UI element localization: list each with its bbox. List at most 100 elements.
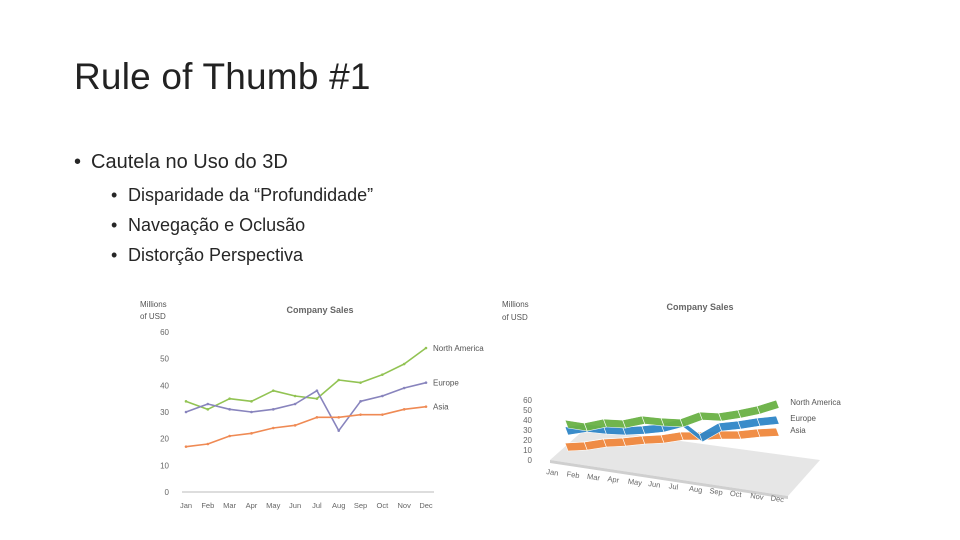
chart-2d-point-europe: [424, 381, 428, 384]
chart-2d-legend-europe: Europe: [433, 379, 459, 388]
chart-2d-ylabel-line-1: Millions: [140, 300, 167, 309]
chart-3d-ytick-label: 30: [523, 426, 532, 435]
chart-3d-ribbon-asia: [641, 434, 665, 445]
chart-2d-point-asia: [206, 442, 210, 446]
chart-2d-ytick-label: 30: [160, 408, 169, 417]
chart-3d-ribbon-asia: [602, 437, 627, 448]
chart-2d-xtick-label: Nov: [398, 501, 412, 510]
chart-2d-point-europe: [206, 402, 210, 406]
chart-2d-point-europe: [402, 386, 406, 390]
chart-3d-xtick-label: Feb: [566, 469, 580, 480]
chart-2d-point-asia: [293, 424, 297, 427]
chart-2d-point-asia: [184, 445, 188, 448]
sub-bullet-perspective: Distorção Perspectiva: [74, 240, 594, 270]
chart-3d-ribbon-north-america: [698, 411, 723, 422]
bullet-list: Cautela no Uso do 3D Disparidade da “Pro…: [74, 148, 594, 270]
chart-2d-point-asia: [315, 416, 319, 419]
chart-3d-ytick-label: 40: [523, 416, 532, 425]
chart-2d-xtick-label: May: [266, 501, 280, 510]
sub-bullet-navigation: Navegação e Oclusão: [74, 210, 594, 240]
slide-title: Rule of Thumb #1: [74, 56, 371, 97]
chart-2d-point-europe: [184, 410, 188, 414]
chart-2d-point-europe: [381, 394, 384, 398]
chart-2d-point-north-america: [402, 362, 406, 366]
chart-2d-point-north-america: [359, 381, 362, 384]
chart-2d-point-north-america: [293, 394, 297, 398]
chart-2d-point-europe: [250, 410, 253, 414]
chart-2d-point-north-america: [381, 373, 384, 376]
chart-2d-ytick-label: 10: [160, 461, 169, 470]
chart-3d-ribbon-asia: [718, 430, 742, 440]
sub-bullet-depth: Disparidade da “Profundidade”: [74, 180, 594, 210]
chart-2d-series-asia: [185, 405, 427, 448]
chart-3d-ribbon-north-america: [718, 409, 742, 422]
chart-2d-point-north-america: [337, 378, 341, 382]
chart-2d-ytick-label: 0: [165, 488, 170, 497]
chart-2d-point-europe: [359, 400, 362, 403]
chart-3d-ribbon-asia: [756, 427, 780, 438]
chart-2d-point-europe: [293, 402, 297, 406]
chart-3d-ribbon-asia: [564, 441, 588, 452]
chart-3d-xtick-label: Jan: [546, 467, 559, 478]
chart-3d-xtick-label: Oct: [729, 489, 743, 500]
chart-3d-ribbon-edge-north-america: [564, 399, 777, 424]
chart-2d-point-europe: [315, 389, 319, 392]
chart-3d-ylabel-line-2: of USD: [502, 313, 528, 322]
chart-2d-ytick-label: 40: [160, 381, 169, 390]
chart-2d-ytick-label: 50: [160, 355, 169, 364]
chart-3d-ribbon-north-america: [679, 411, 703, 428]
chart-3d-floor-edge: [550, 460, 788, 499]
chart-2d-xtick-label: Jan: [180, 501, 192, 510]
chart-2d-point-asia: [424, 405, 428, 408]
chart-2d-xtick-label: Jun: [289, 501, 301, 510]
chart-2d-point-asia: [228, 434, 231, 438]
chart-3d-ribbon: Millions of USD Company Sales 0102030405060…: [502, 300, 841, 504]
chart-2d-point-north-america: [250, 400, 253, 403]
chart-2d-series-europe: [185, 381, 427, 432]
chart-2d-ytick-label: 20: [160, 435, 169, 444]
chart-2d-point-north-america: [228, 397, 231, 400]
chart-3d-xtick-label: Mar: [587, 472, 602, 483]
chart-3d-ribbon-europe: [737, 417, 761, 430]
chart-2d-point-north-america: [424, 346, 428, 350]
chart-3d-xtick-label: Dec: [770, 493, 785, 504]
chart-3d-ribbon-edge-asia: [564, 427, 777, 444]
chart-2d-xtick-label: Aug: [332, 501, 345, 510]
bullet-main: Cautela no Uso do 3D: [74, 148, 594, 176]
chart-2d-point-north-america: [184, 400, 188, 403]
chart-3d-ylabel-line-1: Millions: [502, 300, 529, 309]
chart-2d-point-asia: [402, 408, 406, 411]
chart-3d-legend-asia: Asia: [790, 426, 806, 435]
chart-2d-xtick-label: Oct: [377, 501, 390, 510]
chart-2d-xtick-label: Apr: [246, 501, 258, 510]
chart-3d-xtick-label: Apr: [607, 474, 620, 485]
chart-3d-xtick-label: May: [627, 477, 643, 488]
chart-2d-xtick-label: Jul: [312, 501, 322, 510]
chart-2d-point-europe: [271, 408, 275, 411]
chart-2d-xtick-label: Dec: [419, 501, 433, 510]
chart-2d-series-north-america: [185, 347, 427, 411]
chart-2d-point-asia: [359, 413, 362, 416]
chart-3d-xtick-label: Nov: [750, 491, 765, 502]
chart-2d-xtick-label: Sep: [354, 501, 367, 510]
chart-2d-point-north-america: [271, 389, 275, 392]
chart-2d-point-asia: [337, 416, 341, 419]
chart-2d-point-asia: [250, 432, 253, 435]
chart-3d-legend-europe: Europe: [790, 414, 816, 423]
chart-3d-ribbon-north-america: [660, 417, 684, 428]
chart-2d-point-asia: [381, 413, 384, 416]
chart-2d-line: Millions of USD Company Sales 0 10 20 30 40 50 60…: [140, 300, 484, 510]
chart-2d-point-asia: [271, 426, 275, 430]
chart-3d-ytick-label: 50: [523, 406, 532, 415]
chart-3d-ribbon-north-america: [756, 399, 780, 415]
chart-2d-ylabel-line-2: of USD: [140, 312, 166, 321]
chart-2d-xtick-label: Feb: [201, 501, 214, 510]
chart-3d-ytick-label: 0: [528, 456, 533, 465]
chart-3d-xtick-label: Jun: [648, 479, 661, 490]
chart-2d-legend-north-america: North America: [433, 344, 484, 353]
chart-2d-point-north-america: [315, 397, 319, 400]
chart-3d-xtick-label: Aug: [689, 484, 703, 495]
chart-3d-ribbon-north-america: [602, 418, 627, 429]
chart-3d-xtick-label: Jul: [668, 481, 679, 491]
chart-2d-ytick-label: 60: [160, 328, 169, 337]
